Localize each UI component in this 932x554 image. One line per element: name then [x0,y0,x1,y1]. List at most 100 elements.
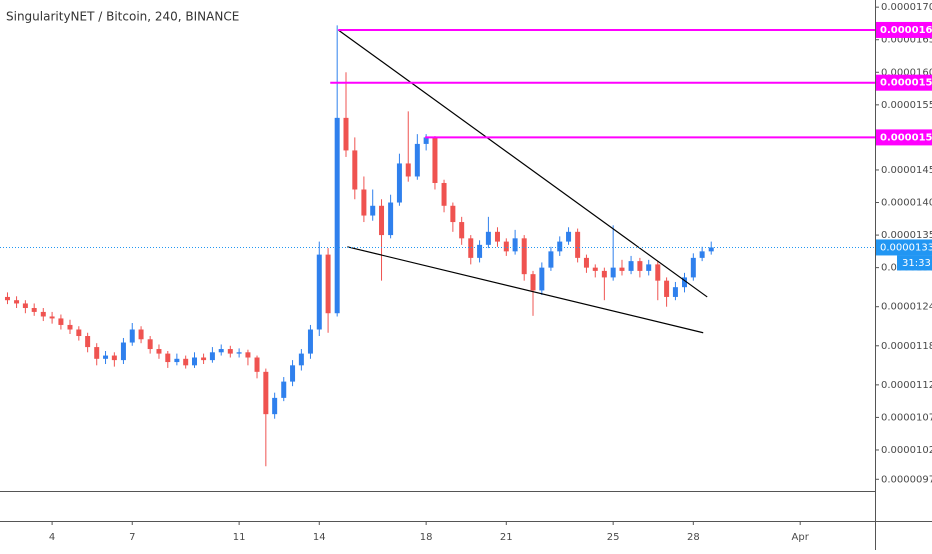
candle-body [583,257,589,268]
candle-body [655,264,661,281]
trend-line [337,29,708,298]
countdown-label: 31:33 [902,258,931,269]
candle-body [388,202,394,236]
x-tick-label: 25 [607,532,620,543]
candle-body [67,324,73,330]
candle-body [174,358,180,363]
candle-body [512,238,518,252]
candle-body [575,231,581,258]
candle-body [521,238,527,275]
candle-body [165,353,171,363]
candle-body [708,247,714,252]
candle-body [298,353,304,366]
candle-body [325,254,331,314]
candle-body [307,329,313,354]
candle-body [343,117,349,151]
candle-body [227,349,233,354]
level-box [876,21,932,38]
x-tick-label: 28 [687,532,700,543]
candle-body [334,117,340,314]
candle-body [450,205,456,223]
candle-body [192,357,198,366]
candle-body [352,150,358,190]
y-tick-label: 0.00000975 [881,474,932,485]
x-tick-label: 7 [129,532,135,543]
candle-body [290,365,296,382]
candle-body [183,358,189,366]
candle-body [423,137,429,144]
candle-body [103,355,109,359]
candle-body [272,397,278,415]
candle-body [690,257,696,278]
level-box [876,74,932,91]
last-price-label: 0.00001331 [880,242,932,253]
chart-title: SingularityNET / Bitcoin, 240, BINANCE [6,10,239,24]
candle-body [22,303,28,309]
candle-body [485,231,491,245]
level-label: 0.00001584 [880,78,932,89]
candle-body [396,163,402,203]
candle-body [441,182,447,206]
last-price-box [876,239,932,256]
candle-body [432,137,438,183]
candle-body [370,205,376,216]
candle-body [316,254,322,330]
candle-body [209,352,215,361]
candle-body [94,347,100,359]
candle-body [245,352,251,358]
candle-body [263,371,269,415]
countdown-box [897,255,932,271]
candle-body [281,381,287,398]
candle-body [637,261,643,271]
x-tick-label: 18 [420,532,433,543]
candle-body [14,300,20,304]
level-label: 0.00001665 [880,25,932,36]
candle-body [236,352,242,354]
candle-body [76,329,82,337]
candle-body [58,318,64,325]
trend-line [347,246,704,334]
candle-body [592,267,598,271]
x-tick-label: 4 [49,532,55,543]
candle-body [494,231,500,242]
candle-body [539,267,545,291]
candle-body [628,261,634,271]
candle-body [530,274,536,291]
candle-body [156,349,162,354]
candle-body [379,205,385,236]
candle-body [477,244,483,258]
x-tick-label: Apr [792,532,810,543]
candle-body [361,189,367,216]
candle-body [619,267,625,271]
candle-body [557,241,563,252]
x-tick-label: 11 [233,532,246,543]
candle-body [120,342,126,361]
x-tick-label: 14 [313,532,326,543]
candle-body [414,143,420,177]
candle-body [31,308,37,312]
candle-body [405,163,411,177]
candle-body [254,357,260,372]
candle-body [503,241,509,252]
candle-body [147,339,153,350]
x-tick-label: 21 [500,532,513,543]
candle-body [682,277,688,288]
level-label: 0.00001500 [880,132,932,143]
candle-body [610,267,616,278]
candle-body [85,336,91,348]
level-box [876,129,932,146]
candle-body [601,270,607,278]
